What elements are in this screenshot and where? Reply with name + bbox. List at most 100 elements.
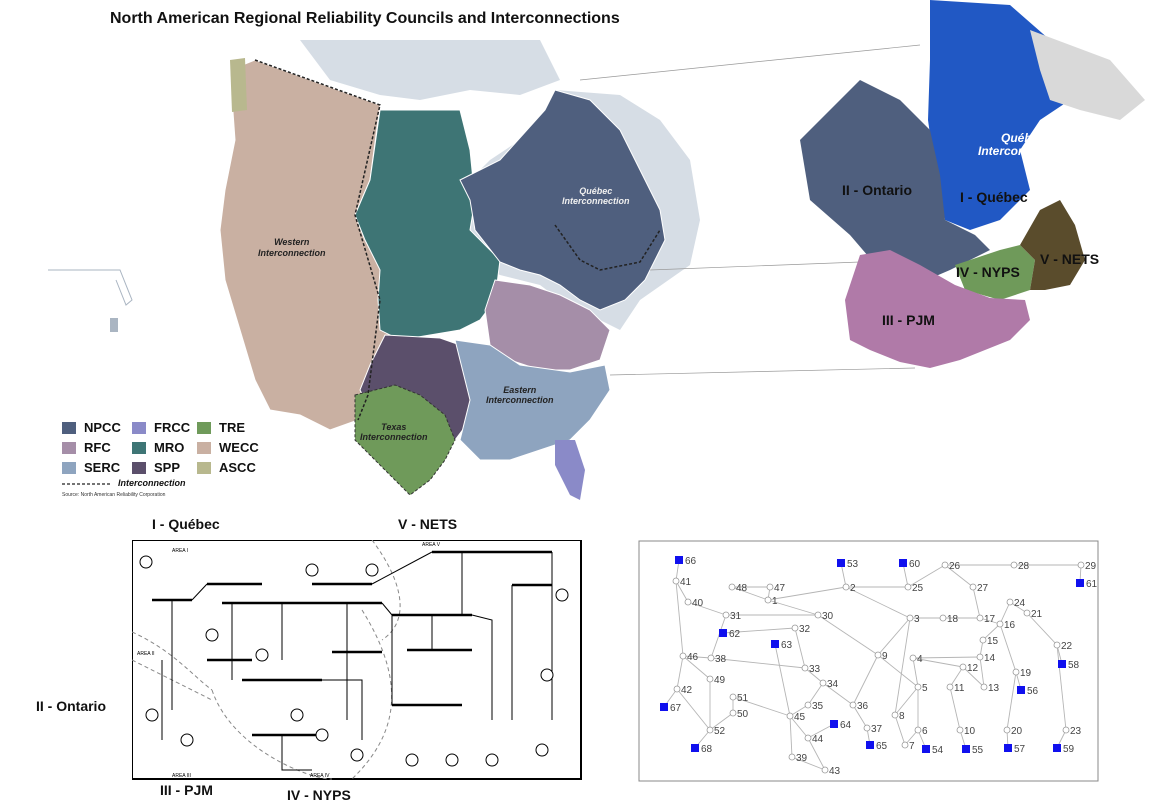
- map-title: North American Regional Reliability Coun…: [110, 10, 620, 27]
- legend-interconnection: Interconnection: [118, 478, 186, 488]
- graph-generator-node: [962, 745, 970, 753]
- graph-edge: [912, 657, 919, 688]
- graph-node-label: 25: [912, 583, 924, 594]
- graph-edge: [877, 654, 919, 688]
- graph-edge: [732, 696, 791, 717]
- ascc-region: [230, 58, 247, 112]
- graph-node: [980, 683, 988, 691]
- graph-edge: [804, 667, 824, 684]
- graph-node-label: 45: [794, 712, 806, 723]
- legend-item: WECC: [197, 440, 259, 455]
- graph-node-label: 1: [772, 596, 778, 607]
- schematic-label-nets: V - NETS: [398, 516, 458, 532]
- graph-node: [791, 624, 799, 632]
- graph-node: [786, 712, 794, 720]
- graph-node: [672, 577, 680, 585]
- graph-node-label: 10: [964, 726, 976, 737]
- graph-node: [1010, 561, 1018, 569]
- graph-edge: [877, 617, 911, 656]
- graph-edge: [912, 657, 964, 668]
- graph-edge: [676, 688, 711, 731]
- graph-edge: [767, 586, 847, 601]
- schematic-label-quebec: I - Québec: [152, 516, 220, 532]
- graph-node-label: 9: [882, 651, 888, 662]
- graph-node-label: 26: [949, 561, 961, 572]
- graph-generator-label: 63: [781, 640, 793, 651]
- map-label-western: Western Interconnection: [258, 237, 326, 258]
- graph-node: [891, 711, 899, 719]
- graph-node: [901, 741, 909, 749]
- graph-generator-label: 61: [1086, 579, 1098, 590]
- graph-node: [679, 652, 687, 660]
- legend-item: SPP: [132, 460, 180, 475]
- schematic-area-label: AREA IV: [310, 773, 330, 779]
- inset-label-nets: V - NETS: [1040, 251, 1100, 267]
- graph-edge: [852, 654, 879, 706]
- graph-edge: [767, 599, 819, 616]
- graph-edge: [817, 614, 879, 656]
- graph-generator-node: [866, 741, 874, 749]
- graph-generator-node: [837, 559, 845, 567]
- graph-node: [849, 701, 857, 709]
- graph-generator-label: 57: [1014, 744, 1026, 755]
- graph-edge: [710, 614, 727, 659]
- inset-label-quebec-interconnection: Québec Interconnection: [978, 131, 1069, 158]
- graph-node: [842, 583, 850, 591]
- graph-edge: [979, 656, 985, 688]
- graph-node: [804, 734, 812, 742]
- graph-edge: [852, 704, 868, 729]
- graph-generator-label: 53: [847, 559, 859, 570]
- schematic-label-ontario: II - Ontario: [36, 698, 106, 714]
- graph-generator-label: 55: [972, 745, 984, 756]
- graph-node-label: 43: [829, 766, 841, 777]
- graph-generator-label: 64: [840, 720, 852, 731]
- graph-edge: [845, 586, 911, 619]
- graph-edge: [999, 601, 1011, 625]
- graph-generator-node: [719, 629, 727, 637]
- tre-region: [354, 384, 456, 496]
- graph-edge: [807, 723, 835, 739]
- graph-generator-label: 67: [670, 703, 682, 714]
- graph-node-label: 2: [850, 583, 856, 594]
- graph-node: [729, 693, 737, 701]
- graph-node-label: 12: [967, 663, 979, 674]
- graph-node-label: 15: [987, 636, 999, 647]
- inset-ontario: [800, 80, 990, 285]
- graph-node-label: 14: [984, 653, 996, 664]
- graph-node-label: 30: [822, 611, 834, 622]
- graph-edge: [962, 666, 985, 688]
- graph-node-label: 33: [809, 664, 821, 675]
- graph-generator-node: [1004, 744, 1012, 752]
- graph-node: [821, 766, 829, 774]
- graph-node-label: 3: [914, 614, 920, 625]
- graph-edge: [675, 580, 684, 657]
- graph-node: [996, 620, 1004, 628]
- graph-node: [914, 726, 922, 734]
- graph-generator-node: [675, 556, 683, 564]
- graph-edge: [912, 656, 981, 659]
- graph-node: [941, 561, 949, 569]
- graph-generator-node: [1053, 744, 1061, 752]
- legend-item: FRCC: [132, 420, 190, 435]
- schematic-frame: [132, 540, 582, 780]
- graph-node: [976, 614, 984, 622]
- graph-node: [1012, 668, 1020, 676]
- graph-node-label: 34: [827, 679, 839, 690]
- legend-swatch: [62, 461, 76, 474]
- graph-node: [914, 683, 922, 691]
- legend-swatch: [197, 461, 211, 474]
- graph-edge: [731, 586, 769, 601]
- source-note: Source: North American Reliability Corpo…: [62, 492, 166, 498]
- legend-swatch: [62, 441, 76, 454]
- graph-node-label: 8: [899, 711, 905, 722]
- graph-generator-node: [899, 559, 907, 567]
- graph-node: [706, 675, 714, 683]
- graph-node-label: 27: [977, 583, 989, 594]
- inset-labrador: [1030, 30, 1145, 120]
- graph-node: [946, 683, 954, 691]
- graph-node: [819, 679, 827, 687]
- graph-node-label: 20: [1011, 726, 1023, 737]
- legend-swatch: [197, 441, 211, 454]
- legend-swatch: [132, 421, 146, 434]
- graph-generator-node: [1058, 660, 1066, 668]
